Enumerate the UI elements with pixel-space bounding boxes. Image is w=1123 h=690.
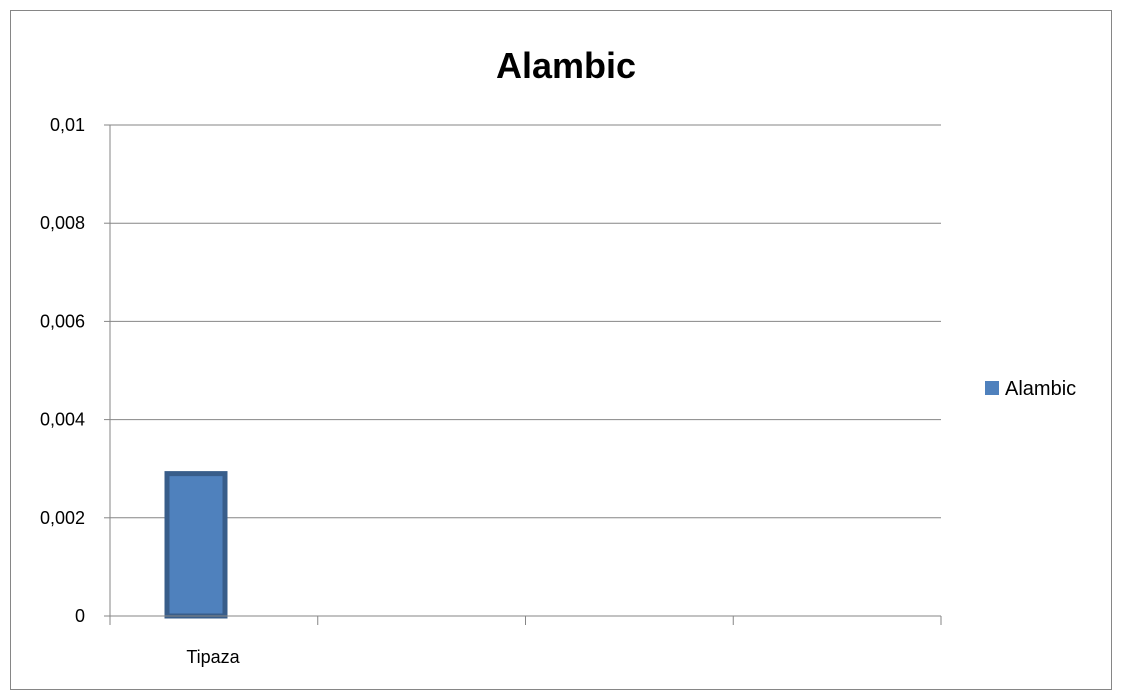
x-tick-label: Tipaza — [186, 647, 240, 667]
y-tick-labels: 0 0,002 0,004 0,006 0,008 0,01 — [40, 115, 85, 626]
y-tick-label: 0,008 — [40, 213, 85, 233]
x-tick-labels: Tipaza — [186, 647, 240, 667]
y-tick-label: 0,01 — [50, 115, 85, 135]
y-tick-label: 0,002 — [40, 508, 85, 528]
legend-swatch-alambic — [985, 381, 999, 395]
legend: Alambic — [985, 378, 1076, 400]
axes — [109, 125, 942, 625]
bars — [164, 471, 228, 619]
y-tick-label: 0 — [75, 606, 85, 626]
y-tick-label: 0,006 — [40, 311, 85, 331]
bar-tipaza — [164, 471, 228, 619]
y-tick-label: 0,004 — [40, 410, 85, 430]
gridlines — [104, 124, 941, 617]
legend-label-alambic: Alambic — [1005, 378, 1076, 400]
chart-title: Alambic — [496, 45, 636, 86]
